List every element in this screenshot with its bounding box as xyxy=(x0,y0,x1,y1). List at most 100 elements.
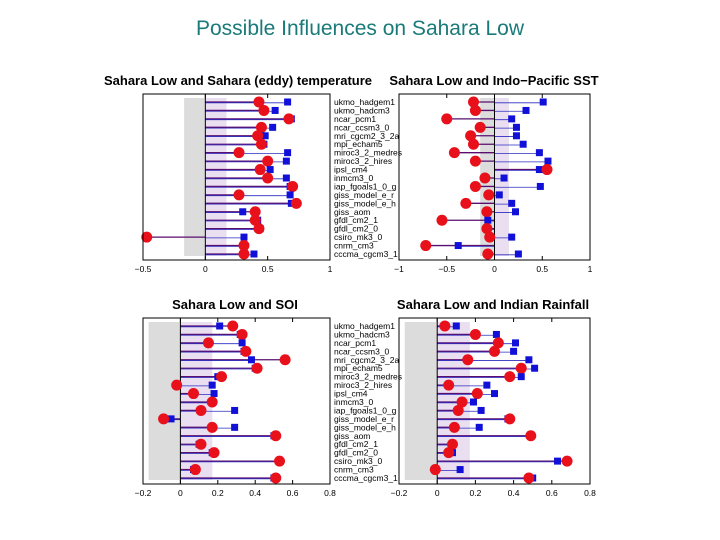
panel-title: Sahara Low and SOI xyxy=(172,297,298,312)
model-label: inmcm3_0 xyxy=(334,173,373,183)
square-marker xyxy=(544,157,552,165)
circle-marker xyxy=(483,189,495,201)
axes-frame xyxy=(142,93,331,261)
circle-marker xyxy=(561,455,573,467)
square-marker xyxy=(452,322,460,330)
circle-marker xyxy=(141,231,153,243)
x-tick-label: 0.4 xyxy=(249,488,261,498)
x-tick-label: −0.5 xyxy=(438,264,455,274)
square-marker xyxy=(531,364,539,372)
circle-marker xyxy=(270,430,282,442)
square-marker xyxy=(216,322,224,330)
circle-marker xyxy=(287,180,299,192)
model-label: giss_model_e_h xyxy=(334,198,396,208)
square-marker xyxy=(284,98,292,106)
x-tick-label: 0 xyxy=(178,488,183,498)
x-tick-label: 0.5 xyxy=(262,264,274,274)
square-marker xyxy=(266,166,274,174)
square-marker xyxy=(477,406,485,414)
circle-marker xyxy=(279,354,291,366)
circle-marker xyxy=(171,379,183,391)
square-marker xyxy=(517,373,525,381)
circle-marker xyxy=(439,320,451,332)
circle-marker xyxy=(249,206,261,218)
model-label: mri_cgcm2_3_2a xyxy=(334,131,399,141)
model-label: giss_aom xyxy=(334,431,370,441)
x-tick-label: 0.5 xyxy=(536,264,548,274)
circle-marker xyxy=(481,223,493,235)
square-marker xyxy=(238,339,246,347)
model-label: ukmo_hadcm3 xyxy=(334,105,390,115)
circle-marker xyxy=(482,248,494,260)
slide-title: Possible Influences on Sahara Low xyxy=(195,17,525,40)
model-label: ukmo_hadgem1 xyxy=(334,97,395,107)
circle-marker xyxy=(236,328,248,340)
square-marker xyxy=(261,132,269,140)
circle-marker xyxy=(481,206,493,218)
circle-marker xyxy=(504,413,516,425)
circle-marker xyxy=(253,223,265,235)
square-marker xyxy=(492,330,500,338)
model-label: cnrm_cm3 xyxy=(334,241,374,251)
square-marker xyxy=(535,166,543,174)
axes-frame xyxy=(142,317,331,485)
x-tick-label: −0.2 xyxy=(135,488,152,498)
x-tick-label: 1 xyxy=(328,264,333,274)
circle-marker xyxy=(216,371,228,383)
circle-marker xyxy=(254,164,266,176)
model-label: mpi_echam5 xyxy=(334,363,383,373)
circle-marker xyxy=(465,130,477,142)
circle-marker xyxy=(456,396,468,408)
circle-marker xyxy=(233,189,245,201)
circle-marker xyxy=(443,379,455,391)
circle-marker xyxy=(238,248,250,260)
circle-marker xyxy=(467,138,479,150)
panel-soi: Sahara Low and SOI −0.2 0 0.2 0.4 0.6 0.8 ukmo… xyxy=(135,297,402,498)
x-tick-label: 0.2 xyxy=(469,488,481,498)
square-marker xyxy=(525,356,533,364)
square-marker xyxy=(231,406,239,414)
circle-marker xyxy=(515,362,527,374)
square-marker xyxy=(514,250,522,258)
model-label: gfdl_cm2_0 xyxy=(334,224,378,234)
square-marker xyxy=(535,149,543,157)
circle-marker xyxy=(249,214,261,226)
model-label: miroc3_2_medres xyxy=(334,372,402,382)
circle-marker xyxy=(429,464,441,476)
model-label: ipsl_cm4 xyxy=(334,389,368,399)
square-marker xyxy=(231,423,239,431)
square-marker xyxy=(508,233,516,241)
circle-marker xyxy=(283,113,295,125)
square-marker xyxy=(554,457,562,465)
circle-marker xyxy=(469,155,481,167)
model-label: ncar_ccsm3_0 xyxy=(334,122,390,132)
circle-marker xyxy=(290,197,302,209)
x-tick-label: 0 xyxy=(492,264,497,274)
circle-marker xyxy=(262,155,274,167)
circle-marker xyxy=(492,337,504,349)
circle-marker xyxy=(227,320,239,332)
square-marker xyxy=(519,140,527,148)
model-label: gfdl_cm2_1 xyxy=(334,439,378,449)
square-marker xyxy=(495,191,503,199)
square-marker xyxy=(483,381,491,389)
square-marker xyxy=(167,415,175,423)
shade-band-purple xyxy=(205,98,227,256)
square-marker xyxy=(512,132,520,140)
circle-marker xyxy=(195,404,207,416)
x-tick-label: 0.2 xyxy=(212,488,224,498)
model-label: iap_fgoals1_0_g xyxy=(334,181,397,191)
model-label: ipsl_cm4 xyxy=(334,165,368,175)
axes-frame xyxy=(398,317,591,485)
x-tick-label: −0.5 xyxy=(135,264,152,274)
square-marker xyxy=(508,115,516,123)
model-label: gfdl_cm2_1 xyxy=(334,215,378,225)
square-marker xyxy=(240,233,248,241)
circle-marker xyxy=(195,438,207,450)
square-marker xyxy=(456,466,464,474)
circle-marker xyxy=(462,354,474,366)
circle-marker xyxy=(258,104,270,116)
circle-marker xyxy=(262,172,274,184)
square-marker xyxy=(284,149,292,157)
model-label: cccma_cgcm3_1 xyxy=(334,249,398,259)
